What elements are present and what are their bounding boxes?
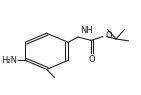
Text: O: O [105, 31, 112, 40]
Text: O: O [89, 55, 95, 64]
Text: NH: NH [80, 26, 93, 35]
Text: H₂N: H₂N [1, 56, 17, 65]
